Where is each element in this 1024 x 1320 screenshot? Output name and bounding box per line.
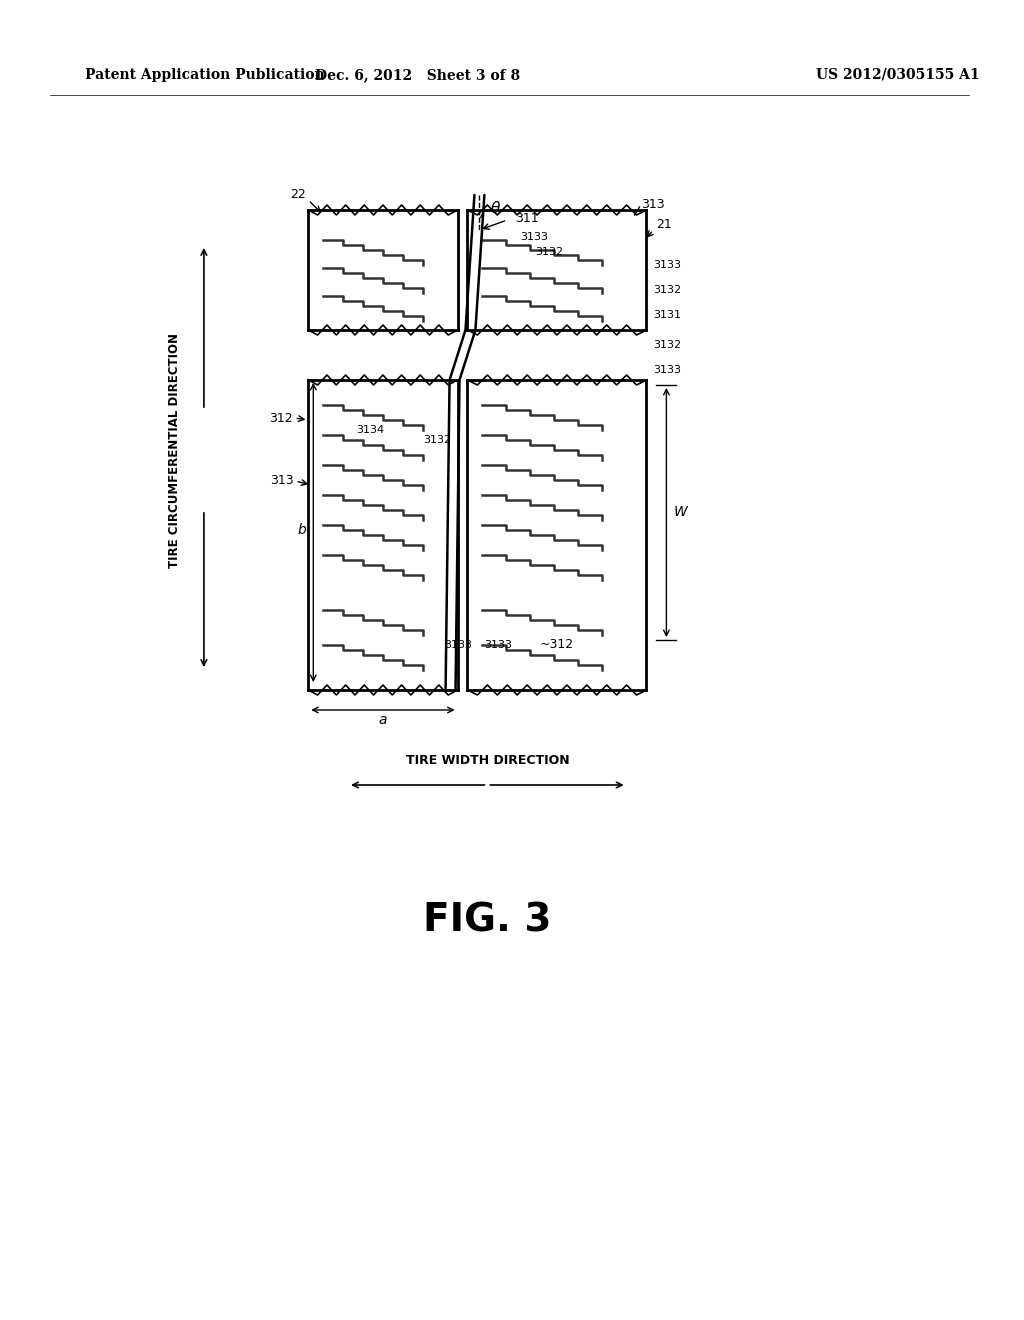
Text: 3133: 3133 (520, 232, 548, 242)
Text: a: a (379, 713, 387, 727)
Text: 3133: 3133 (484, 640, 512, 649)
Text: 3134: 3134 (356, 425, 384, 436)
Text: TIRE WIDTH DIRECTION: TIRE WIDTH DIRECTION (406, 754, 569, 767)
Text: 3133: 3133 (653, 366, 681, 375)
Text: TIRE CIRCUMFERENTIAL DIRECTION: TIRE CIRCUMFERENTIAL DIRECTION (168, 333, 180, 568)
Text: 311: 311 (515, 211, 539, 224)
Text: Dec. 6, 2012   Sheet 3 of 8: Dec. 6, 2012 Sheet 3 of 8 (315, 69, 520, 82)
Text: $\theta$: $\theta$ (490, 201, 502, 216)
Text: FIG. 3: FIG. 3 (423, 902, 552, 939)
Text: ~312: ~312 (540, 639, 574, 652)
Text: 312: 312 (268, 412, 293, 425)
Text: 3132: 3132 (423, 436, 451, 445)
Text: 3133: 3133 (444, 640, 473, 649)
Text: 3133: 3133 (653, 260, 681, 271)
Text: 21: 21 (656, 219, 672, 231)
Text: 3132: 3132 (536, 247, 563, 257)
Text: Patent Application Publication: Patent Application Publication (85, 69, 325, 82)
Text: W: W (674, 506, 687, 519)
Text: 313: 313 (269, 474, 294, 487)
Text: US 2012/0305155 A1: US 2012/0305155 A1 (815, 69, 979, 82)
Text: 313: 313 (641, 198, 666, 211)
Text: b: b (298, 523, 306, 537)
Text: 3132: 3132 (653, 341, 682, 350)
Text: 22: 22 (291, 189, 306, 202)
Text: 3132: 3132 (653, 285, 682, 294)
Text: 3131: 3131 (653, 310, 681, 319)
